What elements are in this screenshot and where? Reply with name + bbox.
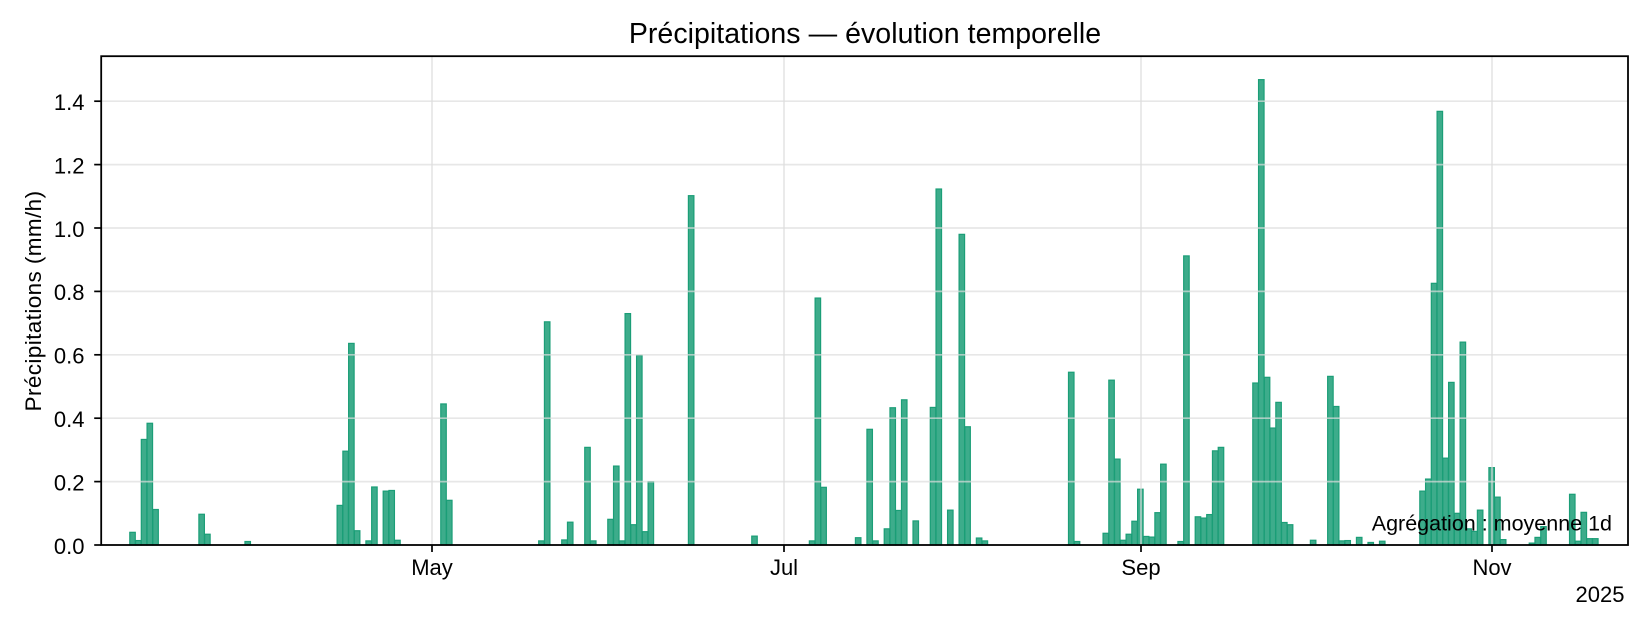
- svg-text:Nov: Nov: [1472, 555, 1511, 580]
- svg-text:Jul: Jul: [770, 555, 798, 580]
- svg-text:1.0: 1.0: [54, 217, 85, 242]
- svg-text:1.2: 1.2: [54, 153, 85, 178]
- svg-text:0.6: 0.6: [54, 344, 85, 369]
- svg-text:Agrégation : moyenne 1d: Agrégation : moyenne 1d: [1372, 511, 1612, 535]
- svg-text:Précipitations — évolution tem: Précipitations — évolution temporelle: [629, 18, 1101, 50]
- svg-text:Sep: Sep: [1121, 555, 1160, 580]
- svg-text:0.0: 0.0: [54, 534, 85, 559]
- svg-text:1.4: 1.4: [54, 90, 85, 115]
- svg-text:0.4: 0.4: [54, 407, 85, 432]
- svg-text:2025: 2025: [1576, 582, 1625, 607]
- svg-text:0.2: 0.2: [54, 470, 85, 495]
- svg-text:May: May: [411, 555, 453, 580]
- svg-text:Précipitations (mm/h): Précipitations (mm/h): [21, 191, 46, 412]
- svg-text:0.8: 0.8: [54, 280, 85, 305]
